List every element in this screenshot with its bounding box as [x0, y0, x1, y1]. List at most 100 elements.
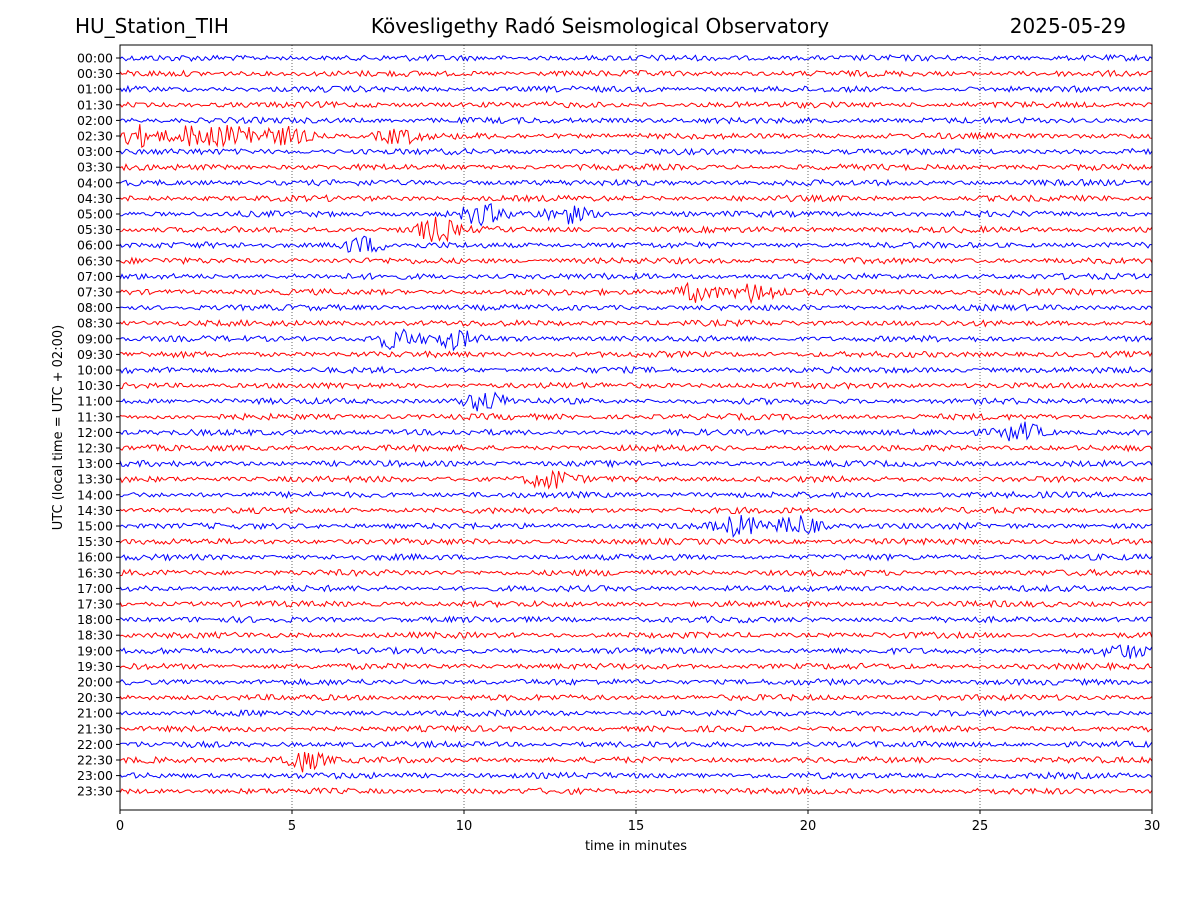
trace-0100	[119, 84, 1153, 94]
axis-ticks: 0 5 10 15 20 25 30 00:0000:3001:0001:3002:0002:…	[77, 51, 1160, 835]
y-tick-label: 04:00	[77, 175, 113, 190]
y-tick-label: 10:00	[77, 363, 113, 378]
y-tick-label: 21:30	[77, 721, 113, 736]
y-tick-label: 15:00	[77, 519, 113, 534]
y-tick-label: 22:00	[77, 737, 113, 752]
y-tick-label: 17:30	[77, 597, 113, 612]
trace-0200	[119, 116, 1153, 125]
trace-0030	[119, 69, 1153, 78]
y-tick-label: 16:30	[77, 565, 113, 580]
trace-1430	[119, 506, 1153, 515]
y-tick-label: 11:30	[77, 409, 113, 424]
trace-1000	[119, 365, 1153, 375]
trace-1530	[119, 537, 1153, 546]
y-tick-label: 19:30	[77, 659, 113, 674]
trace-0000	[119, 53, 1153, 63]
y-tick-label: 13:00	[77, 456, 113, 471]
trace-2000	[119, 677, 1153, 687]
trace-0400	[119, 178, 1153, 187]
trace-0830	[119, 318, 1153, 328]
trace-1830	[119, 630, 1153, 640]
trace-1300	[119, 459, 1153, 469]
y-tick-label: 04:30	[77, 191, 113, 206]
y-tick-label: 11:00	[77, 394, 113, 409]
y-tick-label: 16:00	[77, 550, 113, 565]
y-tick-label: 15:30	[77, 534, 113, 549]
y-tick-label: 12:00	[77, 425, 113, 440]
trace-0130	[119, 100, 1153, 110]
trace-0600	[119, 235, 1153, 253]
y-tick-label: 20:30	[77, 690, 113, 705]
trace-1730	[119, 599, 1153, 609]
trace-0330	[119, 162, 1153, 172]
y-tick-label: 03:00	[77, 144, 113, 159]
trace-2300	[119, 771, 1153, 781]
y-tick-label: 09:30	[77, 347, 113, 362]
trace-2030	[119, 693, 1153, 702]
trace-1930	[119, 661, 1153, 672]
y-tick-label: 08:30	[77, 316, 113, 331]
x-tick-label: 15	[628, 819, 645, 834]
trace-0730	[119, 281, 1153, 305]
trace-1030	[119, 381, 1153, 390]
x-tick-label: 30	[1144, 819, 1161, 834]
y-tick-label: 23:00	[77, 768, 113, 783]
y-tick-label: 00:30	[77, 66, 113, 81]
trace-1330	[119, 469, 1153, 490]
trace-0930	[119, 350, 1153, 359]
date-label: 2025-05-29	[1009, 14, 1126, 38]
trace-0300	[119, 147, 1153, 156]
y-tick-label: 05:30	[77, 222, 113, 237]
trace-0430	[119, 194, 1153, 203]
trace-2200	[119, 739, 1153, 749]
y-tick-label: 18:30	[77, 628, 113, 643]
chart-title: Kövesligethy Radó Seismological Observat…	[370, 14, 830, 38]
y-tick-label: 02:30	[77, 129, 113, 144]
traces	[119, 53, 1153, 796]
y-tick-label: 14:30	[77, 503, 113, 518]
y-tick-label: 01:00	[77, 82, 113, 97]
trace-0800	[119, 303, 1153, 312]
trace-1900	[119, 644, 1153, 659]
y-tick-label: 23:30	[77, 784, 113, 799]
x-tick-label: 20	[800, 819, 817, 834]
trace-1130	[119, 412, 1153, 422]
y-tick-label: 07:30	[77, 285, 113, 300]
x-axis-label: time in minutes	[585, 839, 687, 854]
trace-2100	[119, 709, 1153, 718]
station-label: HU_Station_TIH	[75, 14, 229, 38]
y-tick-label: 02:00	[77, 113, 113, 128]
trace-1100	[119, 391, 1153, 412]
trace-1700	[119, 584, 1153, 593]
y-tick-label: 19:00	[77, 643, 113, 658]
trace-2230	[119, 751, 1153, 773]
trace-2130	[119, 724, 1153, 733]
y-tick-label: 06:30	[77, 253, 113, 268]
y-tick-label: 05:00	[77, 207, 113, 222]
y-axis-label: UTC (local time = UTC + 02:00)	[51, 325, 66, 530]
x-tick-label: 25	[972, 819, 989, 834]
trace-1800	[119, 615, 1153, 624]
y-tick-label: 09:00	[77, 331, 113, 346]
y-tick-label: 22:30	[77, 753, 113, 768]
y-tick-label: 01:30	[77, 97, 113, 112]
trace-0900	[119, 328, 1153, 352]
trace-1600	[119, 552, 1153, 562]
trace-1230	[119, 443, 1153, 453]
trace-0700	[119, 271, 1153, 281]
y-tick-label: 12:30	[77, 441, 113, 456]
y-tick-label: 00:00	[77, 51, 113, 66]
y-tick-label: 20:00	[77, 675, 113, 690]
y-tick-label: 08:00	[77, 300, 113, 315]
y-tick-label: 21:00	[77, 706, 113, 721]
y-tick-label: 06:00	[77, 238, 113, 253]
trace-0500	[120, 203, 1153, 227]
trace-1500	[119, 515, 1153, 538]
trace-1630	[119, 568, 1153, 578]
trace-1200	[119, 421, 1153, 442]
y-tick-label: 10:30	[77, 378, 113, 393]
y-tick-label: 03:30	[77, 160, 113, 175]
x-tick-label: 5	[288, 819, 296, 834]
y-tick-label: 13:30	[77, 472, 113, 487]
